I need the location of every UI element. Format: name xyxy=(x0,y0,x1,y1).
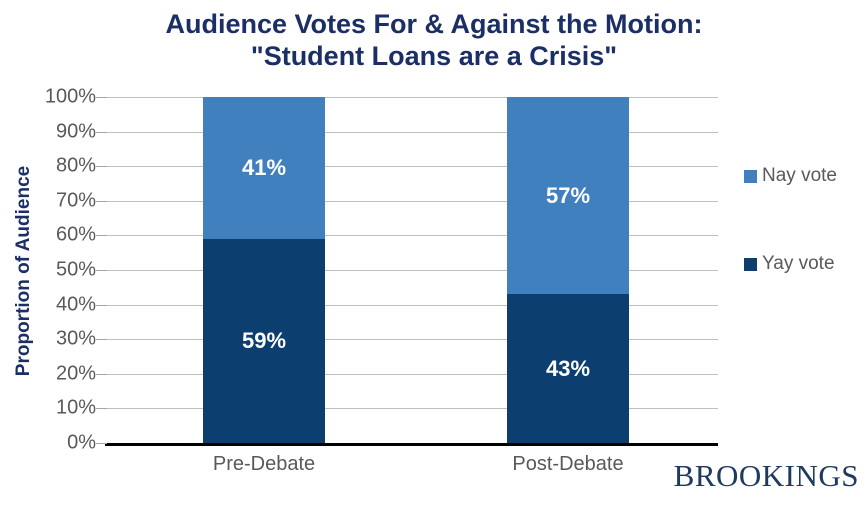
chart-title: Audience Votes For & Against the Motion:… xyxy=(0,8,868,72)
brookings-logo: BROOKINGS xyxy=(673,458,859,493)
y-axis-tick-mark xyxy=(96,443,107,444)
legend: Nay vote Yay vote xyxy=(744,165,837,275)
y-axis-tick-label: 90% xyxy=(55,120,96,143)
gridline xyxy=(105,304,718,306)
chart-title-line2: "Student Loans are a Crisis" xyxy=(250,41,618,71)
bar-segment-nay: 57% xyxy=(507,97,629,295)
y-axis-tick-label: 20% xyxy=(55,362,96,385)
legend-label: Nay vote xyxy=(762,165,837,186)
y-axis-tick-mark xyxy=(96,97,107,98)
legend-item-nay: Nay vote xyxy=(744,165,837,187)
gridline xyxy=(105,166,718,168)
y-axis-tick-mark xyxy=(96,200,107,202)
y-axis-tick-mark xyxy=(96,304,107,306)
x-axis-labels: Pre-Debate Post-Debate xyxy=(105,453,718,479)
bar-data-label: 41% xyxy=(241,154,287,180)
y-axis-tick-mark xyxy=(96,235,107,237)
legend-swatch-icon xyxy=(744,257,757,271)
y-axis-tick-label: 70% xyxy=(55,189,96,212)
stacked-bar-pre-debate: 41% 59% xyxy=(203,97,325,443)
y-axis-tick-mark xyxy=(96,270,107,271)
y-axis-tick-label: 30% xyxy=(55,327,96,350)
y-axis-tick-mark xyxy=(96,339,107,341)
bar-data-label: 59% xyxy=(241,327,287,353)
y-axis-tick-label: 80% xyxy=(55,154,96,177)
y-axis-tick-label: 60% xyxy=(55,223,96,246)
gridline xyxy=(105,235,718,237)
gridline xyxy=(105,373,718,375)
legend-item-yay: Yay vote xyxy=(744,253,837,275)
bar-data-label: 43% xyxy=(545,355,591,381)
gridline xyxy=(105,97,718,98)
y-axis-tick-label: 0% xyxy=(67,431,96,454)
y-axis-tick-label: 40% xyxy=(55,293,96,316)
gridline xyxy=(105,408,718,410)
bar-data-label: 57% xyxy=(545,182,591,208)
y-axis-tick-mark xyxy=(96,131,107,133)
y-axis-tick-label: 100% xyxy=(44,85,96,108)
gridline xyxy=(105,131,718,133)
y-axis-tick-label: 10% xyxy=(55,396,96,419)
plot-area: 41% 59% 57% 43% xyxy=(96,97,718,446)
legend-swatch-icon xyxy=(744,169,757,183)
gridline xyxy=(105,270,718,271)
gridline xyxy=(105,200,718,202)
gridline xyxy=(105,339,718,341)
y-axis-tick-mark xyxy=(96,373,107,375)
bar-segment-yay: 43% xyxy=(507,294,629,443)
x-axis-label-post-debate: Post-Debate xyxy=(512,453,624,475)
stacked-bar-post-debate: 57% 43% xyxy=(507,97,629,443)
bar-segment-yay: 59% xyxy=(203,238,325,443)
x-axis-label-pre-debate: Pre-Debate xyxy=(212,453,316,475)
legend-label: Yay vote xyxy=(762,253,835,274)
y-axis-tick-mark xyxy=(96,166,107,168)
chart-title-line1: Audience Votes For & Against the Motion: xyxy=(165,9,703,39)
y-axis-tick-labels: 0% 10% 20% 30% 40% 50% 60% 70% 80% 90% 100% xyxy=(0,86,96,454)
y-axis-tick-mark xyxy=(96,408,107,410)
bar-segment-nay: 41% xyxy=(203,97,325,239)
y-axis-tick-label: 50% xyxy=(55,258,96,281)
